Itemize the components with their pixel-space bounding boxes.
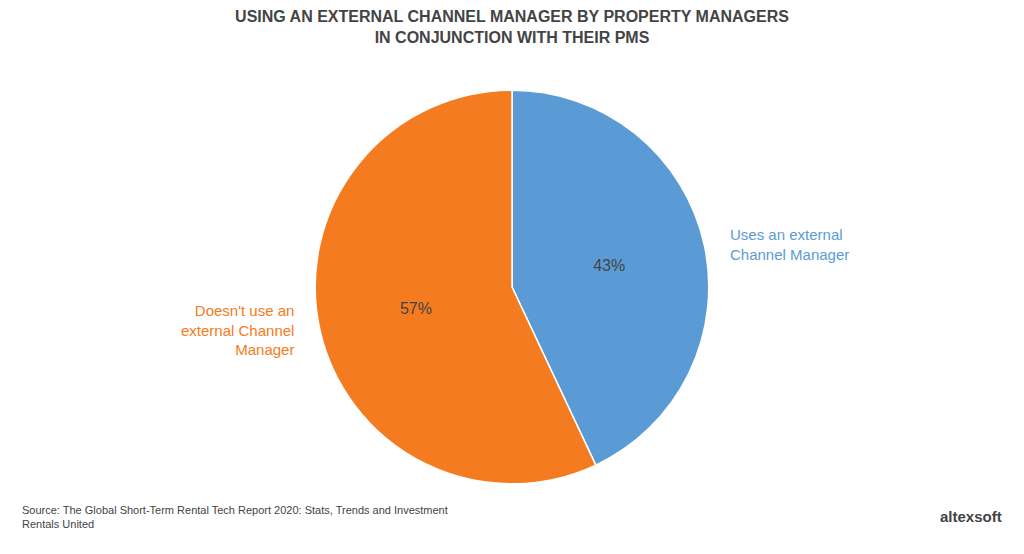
svg-text:USING AN EXTERNAL CHANNEL MANA: USING AN EXTERNAL CHANNEL MANAGER BY PRO… bbox=[235, 8, 789, 46]
svg-text:57%: 57% bbox=[400, 300, 432, 317]
svg-text:43%: 43% bbox=[593, 257, 625, 274]
svg-text:Uses an externalChannel Manage: Uses an externalChannel Manager bbox=[730, 226, 849, 263]
svg-text:Source: The Global Short-Term: Source: The Global Short-Term Rental Tec… bbox=[22, 504, 448, 530]
svg-text:Doesn't use anexternal Channel: Doesn't use anexternal ChannelManager bbox=[181, 302, 294, 358]
svg-text:altexsoft: altexsoft bbox=[940, 508, 1002, 525]
